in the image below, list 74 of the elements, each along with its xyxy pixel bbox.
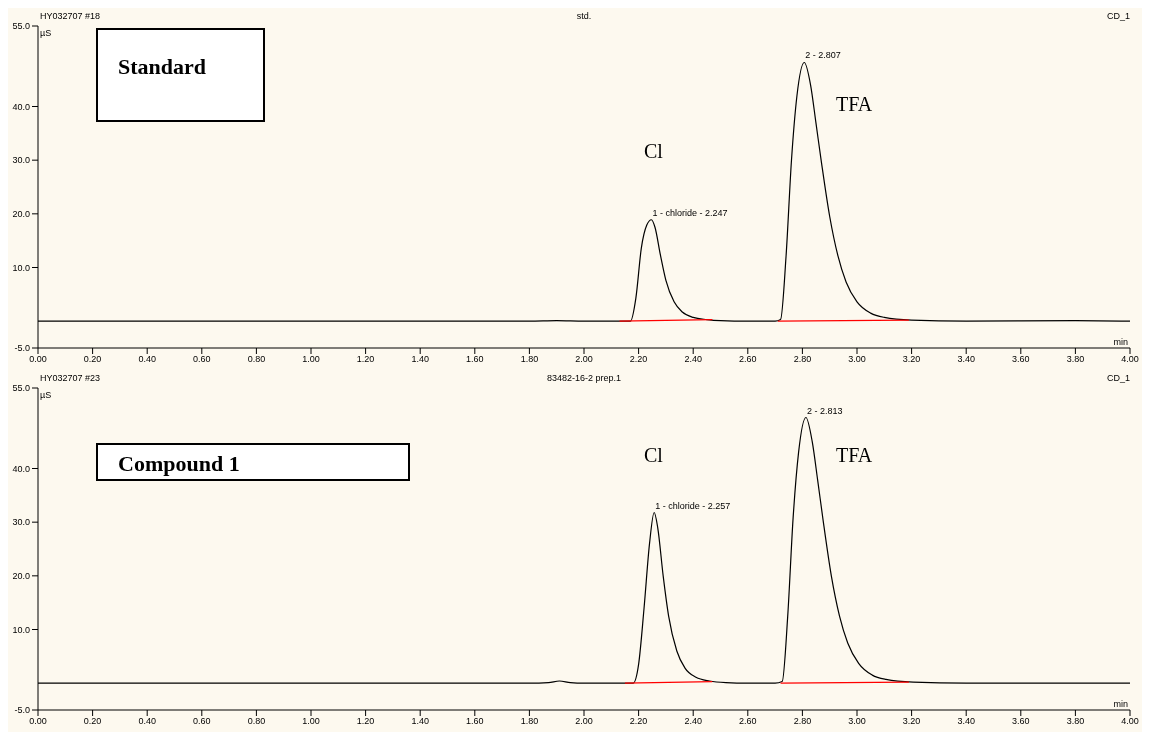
annotation: 2 - 2.807 [805,50,841,61]
text-box: Standard [96,28,265,122]
x-tick-label: 4.00 [1121,716,1139,727]
x-tick-label: 1.60 [466,716,484,727]
x-tick-label: 0.00 [29,716,47,727]
x-tick-label: 0.80 [247,354,266,365]
x-tick-label: 1.60 [466,354,484,365]
x-tick-label: 2.60 [739,354,757,365]
x-tick-label: 1.40 [411,354,429,365]
annotation: TFA [836,444,873,466]
y-tick-label: 55.0 [12,21,30,32]
y-tick-label: 10.0 [12,624,30,635]
x-axis-title: min [1113,699,1128,709]
chart-title: 83482-16-2 prep.1 [546,373,622,383]
annotation: 1 - chloride - 2.257 [655,500,731,511]
y-tick-label: 20.0 [12,571,30,582]
y-axis-title: µS [40,28,52,38]
x-tick-label: 3.60 [1012,716,1030,727]
x-axis-title: min [1113,337,1128,347]
x-tick-label: 2.00 [575,716,593,727]
x-tick-label: 0.60 [193,716,211,727]
x-tick-label: 0.00 [29,354,47,365]
x-tick-label: 3.40 [957,354,975,365]
annotation: 1 - chloride - 2.247 [652,207,728,218]
x-tick-label: 2.20 [629,354,648,365]
annotation: 2 - 2.813 [806,405,843,416]
y-tick-label: 55.0 [12,383,30,394]
x-tick-label: 3.00 [848,354,866,365]
annotation: Cl [644,140,664,162]
x-tick-label: 0.80 [247,716,266,727]
x-tick-label: 0.40 [138,354,156,365]
text: HY032707 #23 [40,373,101,383]
text: CD_1 [1106,11,1130,21]
x-tick-label: 2.80 [793,354,812,365]
x-tick-label: 3.00 [848,716,866,727]
text: CD_1 [1106,373,1130,383]
x-tick-label: 0.60 [193,354,211,365]
x-tick-label: 0.20 [83,716,102,727]
x-tick-label: 2.40 [684,354,702,365]
y-tick-label: 10.0 [12,262,30,273]
x-tick-label: 2.20 [629,716,648,727]
y-tick-label: 30.0 [12,517,30,528]
x-tick-label: 2.40 [684,716,702,727]
x-tick-label: 1.80 [520,354,539,365]
x-tick-label: 1.20 [356,354,375,365]
x-tick-label: 3.20 [902,716,921,727]
text: HY032707 #18 [40,11,101,21]
text-box: Compound 1 [96,443,410,481]
x-tick-label: 4.00 [1121,354,1139,365]
chart-title: std. [576,11,592,21]
x-tick-label: 3.80 [1066,354,1085,365]
y-tick-label: -5.0 [14,705,30,716]
x-tick-label: 2.60 [739,716,757,727]
x-tick-label: 0.20 [83,354,102,365]
x-tick-label: 3.20 [902,354,921,365]
x-tick-label: 1.20 [356,716,375,727]
x-tick-label: 0.40 [138,716,156,727]
y-tick-label: 30.0 [12,155,30,166]
y-tick-label: 20.0 [12,209,30,220]
x-tick-label: 1.40 [411,716,429,727]
x-tick-label: 2.80 [793,716,812,727]
y-tick-label: 40.0 [12,463,30,474]
x-tick-label: 3.40 [957,716,975,727]
x-tick-label: 1.00 [302,716,320,727]
x-tick-label: 2.00 [575,354,593,365]
x-tick-label: 3.60 [1012,354,1030,365]
annotation: TFA [836,93,873,115]
annotation: Cl [644,444,664,466]
x-tick-label: 3.80 [1066,716,1085,727]
x-tick-label: 1.80 [520,716,539,727]
y-axis-title: µS [40,390,52,400]
y-tick-label: 40.0 [12,101,30,112]
x-tick-label: 1.00 [302,354,320,365]
y-tick-label: -5.0 [14,343,30,354]
